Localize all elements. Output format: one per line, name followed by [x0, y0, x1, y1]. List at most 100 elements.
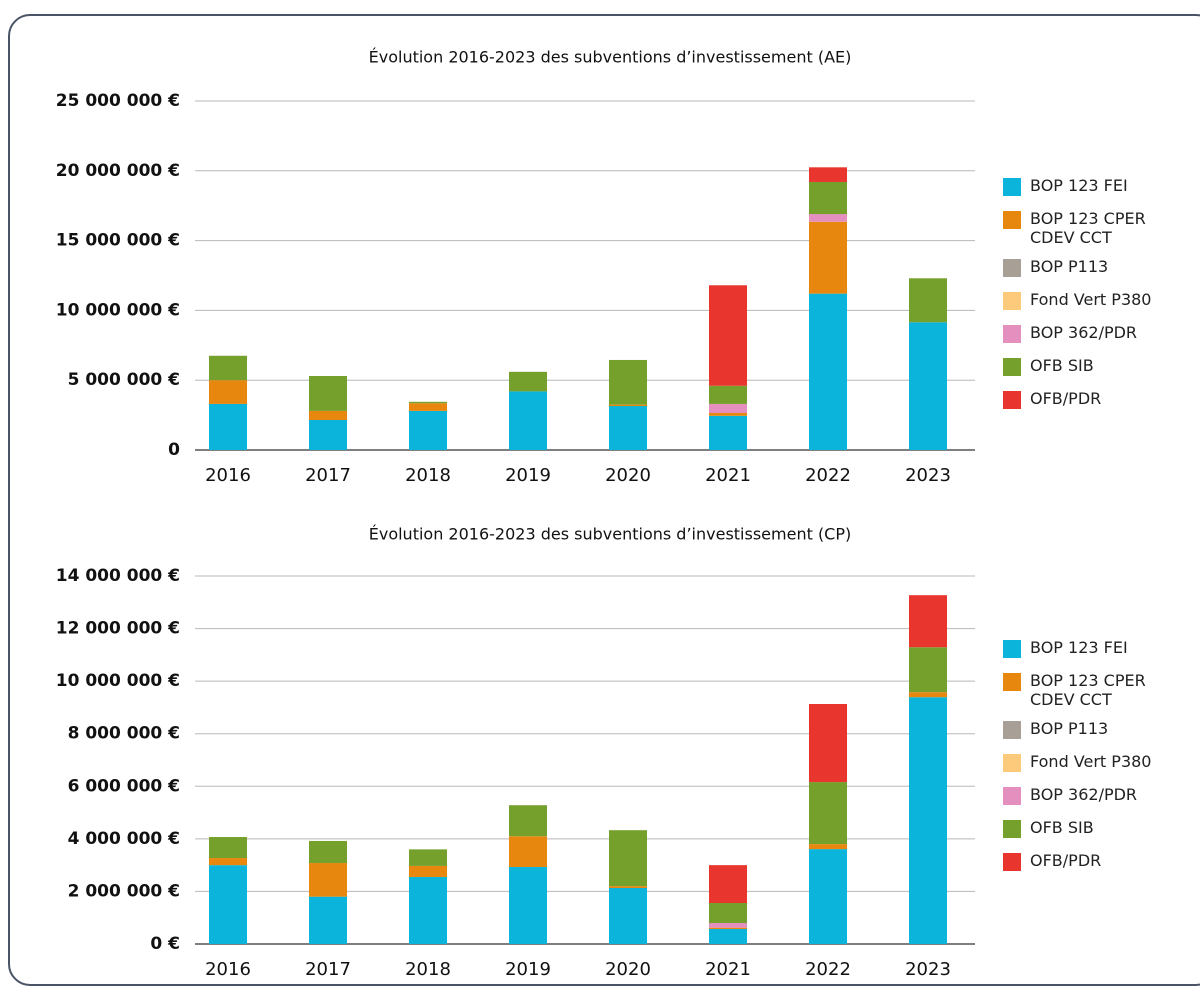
y-tick-label: 25 000 000 € — [56, 91, 180, 111]
bar-segment — [709, 415, 747, 450]
legend-swatch — [1003, 721, 1021, 739]
chart-title: Évolution 2016-2023 des subventions d’in… — [369, 48, 852, 67]
bar-segment — [709, 929, 747, 944]
legend-item: BOP 123 FEI — [1003, 638, 1188, 671]
legend-label: OFB/PDR — [1030, 389, 1102, 408]
legend-label: BOP P113 — [1030, 257, 1109, 276]
bar-segment — [609, 359, 647, 405]
legend-item: BOP P113 — [1003, 719, 1188, 752]
bar-segment — [209, 403, 247, 450]
y-tick-label: 10 000 000 € — [56, 300, 180, 320]
legend-item: Fond Vert P380 — [1003, 290, 1188, 323]
bar-segment — [609, 404, 647, 407]
bar-segment — [409, 849, 447, 866]
x-tick-label: 2019 — [505, 959, 551, 980]
bar-segment — [709, 403, 747, 414]
x-tick-label: 2022 — [805, 465, 851, 486]
bar-segment — [709, 285, 747, 386]
legend-label: BOP 362/PDR — [1030, 323, 1138, 342]
bar-segment — [509, 371, 547, 392]
bar-segment — [909, 697, 947, 944]
bar-segment — [809, 214, 847, 222]
y-tick-label: 5 000 000 € — [68, 370, 180, 390]
bar-segment — [609, 830, 647, 887]
bar-segment — [709, 902, 747, 923]
bar-segment — [209, 858, 247, 866]
bar-segment — [309, 419, 347, 450]
y-tick-label: 8 000 000 € — [68, 724, 180, 744]
x-tick-label: 2023 — [905, 959, 951, 980]
legend-item: BOP P113 — [1003, 257, 1188, 290]
x-tick-label: 2016 — [205, 465, 251, 486]
bar-segment — [209, 380, 247, 404]
bar-segment — [409, 410, 447, 450]
bar-segment — [909, 647, 947, 693]
legend-swatch — [1003, 325, 1021, 343]
legend-label: Fond Vert P380 — [1030, 752, 1152, 771]
legend-swatch — [1003, 673, 1021, 691]
bar-segment — [309, 376, 347, 411]
y-tick-label: 6 000 000 € — [68, 776, 180, 796]
x-tick-label: 2020 — [605, 959, 651, 980]
legend-label: BOP 123 CPER CDEV CCT — [1030, 209, 1146, 247]
legend-swatch — [1003, 259, 1021, 277]
bar-segment — [309, 840, 347, 864]
x-tick-label: 2021 — [705, 465, 751, 486]
legend-swatch — [1003, 787, 1021, 805]
x-tick-label: 2018 — [405, 465, 451, 486]
frame — [8, 14, 1200, 986]
bar-segment — [709, 865, 747, 903]
chart: Évolution 2016-2023 des subventions d’in… — [56, 525, 975, 980]
legend-item: BOP 362/PDR — [1003, 785, 1188, 818]
bar-segment — [809, 844, 847, 850]
x-tick-label: 2017 — [305, 959, 351, 980]
legend-label: OFB SIB — [1030, 356, 1094, 375]
legend-item: OFB/PDR — [1003, 389, 1188, 422]
legend-label: Fond Vert P380 — [1030, 290, 1152, 309]
y-tick-label: 4 000 000 € — [68, 829, 180, 849]
bar-segment — [809, 181, 847, 215]
chart-title: Évolution 2016-2023 des subventions d’in… — [369, 525, 852, 544]
bar-segment — [709, 927, 747, 930]
legend-item: BOP 123 FEI — [1003, 176, 1188, 209]
bar-segment — [809, 704, 847, 783]
bar-segment — [809, 849, 847, 944]
legend-swatch — [1003, 820, 1021, 838]
bar-segment — [309, 896, 347, 944]
legend-swatch — [1003, 292, 1021, 310]
y-tick-label: 2 000 000 € — [68, 881, 180, 901]
legend-label: BOP 123 CPER CDEV CCT — [1030, 671, 1146, 709]
legend-label: BOP 123 FEI — [1030, 638, 1128, 657]
x-tick-label: 2016 — [205, 959, 251, 980]
legend-label: OFB/PDR — [1030, 851, 1102, 870]
bar-segment — [909, 322, 947, 450]
bar-segment — [809, 221, 847, 294]
y-tick-label: 10 000 000 € — [56, 671, 180, 691]
bar-segment — [609, 888, 647, 944]
x-tick-label: 2023 — [905, 465, 951, 486]
legend-swatch — [1003, 754, 1021, 772]
legend-item: BOP 123 CPER CDEV CCT — [1003, 671, 1188, 719]
x-tick-label: 2020 — [605, 465, 651, 486]
bar-segment — [809, 293, 847, 450]
bar-segment — [709, 385, 747, 404]
bar-segment — [309, 863, 347, 897]
legend: BOP 123 FEI BOP 123 CPER CDEV CCT BOP P113… — [1003, 638, 1188, 884]
bar-segment — [509, 866, 547, 944]
bar-segment — [509, 391, 547, 450]
bar-segment — [809, 782, 847, 845]
x-tick-label: 2017 — [305, 465, 351, 486]
bar-segment — [909, 278, 947, 323]
legend-item: OFB SIB — [1003, 818, 1188, 851]
x-tick-label: 2018 — [405, 959, 451, 980]
x-tick-label: 2019 — [505, 465, 551, 486]
legend-item: BOP 123 CPER CDEV CCT — [1003, 209, 1188, 257]
y-tick-label: 20 000 000 € — [56, 161, 180, 181]
bar-segment — [409, 403, 447, 411]
bar-segment — [609, 406, 647, 450]
bar-segment — [909, 692, 947, 698]
legend-label: BOP P113 — [1030, 719, 1109, 738]
y-tick-label: 14 000 000 € — [56, 566, 180, 586]
bar-segment — [409, 401, 447, 404]
